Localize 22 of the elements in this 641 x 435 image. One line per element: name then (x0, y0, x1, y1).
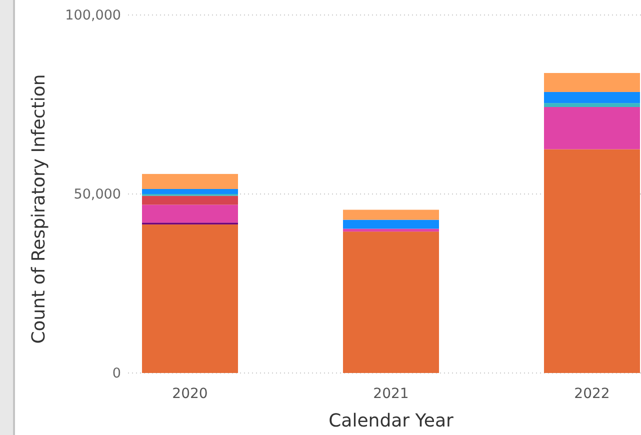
bar (142, 174, 238, 189)
bar (142, 196, 238, 205)
bar (544, 149, 640, 373)
y-tick-label: 0 (112, 366, 121, 382)
bar (142, 224, 238, 373)
bar (142, 204, 238, 223)
bar (142, 188, 238, 194)
bar (343, 210, 439, 220)
bar (343, 220, 439, 229)
x-tick-label: 2022 (574, 386, 610, 402)
x-tick-label: 2020 (172, 386, 208, 402)
x-axis-title: Calendar Year (328, 410, 454, 432)
bar (343, 232, 439, 373)
bar (343, 228, 439, 232)
bar (544, 103, 640, 108)
bar (544, 72, 640, 92)
y-tick-label: 50,000 (74, 186, 121, 203)
y-tick-label: 100,000 (65, 8, 121, 24)
bar (544, 107, 640, 150)
x-tick-label: 2021 (373, 386, 409, 402)
bar (544, 92, 640, 104)
y-axis-title: Count of Respiratory Infection (28, 74, 50, 344)
